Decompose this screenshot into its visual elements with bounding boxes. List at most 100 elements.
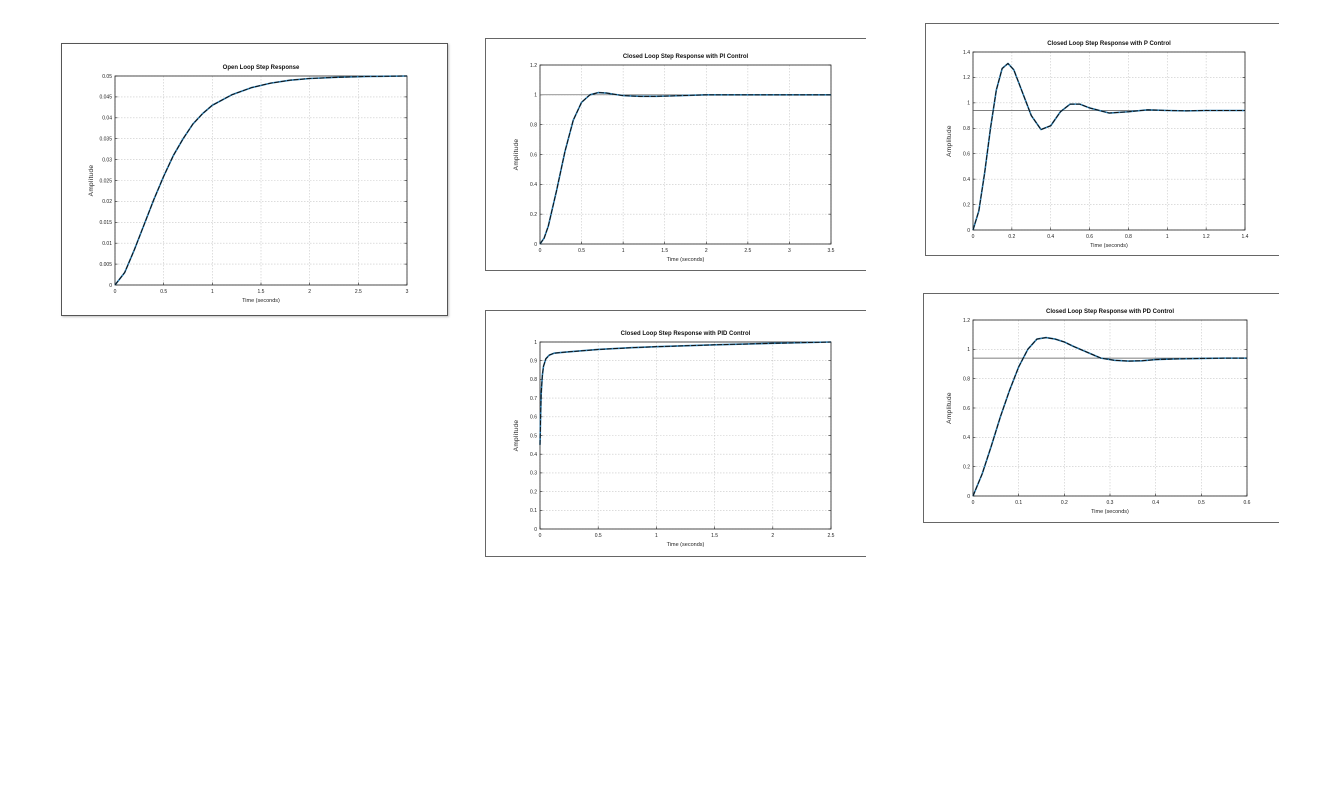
x-tick-label: 0.8 bbox=[1125, 234, 1132, 240]
plot-area-border bbox=[972, 51, 1246, 231]
y-tick-label: 0.4 bbox=[963, 177, 970, 183]
y-tick-label: 0 bbox=[967, 494, 970, 500]
x-tick-label: 0 bbox=[539, 533, 542, 539]
y-tick-label: 0.8 bbox=[963, 376, 970, 382]
x-tick-label: 2.5 bbox=[744, 248, 751, 254]
y-tick-label: 0.4 bbox=[963, 435, 970, 441]
y-tick-label: 1 bbox=[534, 340, 537, 346]
y-tick-label: 0.1 bbox=[530, 508, 537, 514]
y-tick-label: 0.4 bbox=[530, 452, 537, 458]
y-tick-label: 0.7 bbox=[530, 396, 537, 402]
y-tick-label: 1.2 bbox=[963, 75, 970, 81]
step-response-line bbox=[972, 62, 1245, 231]
y-tick-label: 0 bbox=[109, 283, 112, 289]
y-axis-label: Amplitude bbox=[513, 420, 520, 452]
y-tick-label: 0.9 bbox=[530, 359, 537, 365]
pid-control-chart-panel: 0 0.5 1 1.5 2 2.5 0 0.1 0.2 0.3 0.4 0.5 0.6 0.7 0.8 0.9… bbox=[485, 310, 866, 557]
pid-control-chart: 0 0.5 1 1.5 2 2.5 0 0.1 0.2 0.3 0.4 0.5 0.6 0.7 0.8 0.9… bbox=[513, 331, 835, 548]
x-tick-label: 2.5 bbox=[828, 533, 835, 539]
x-tick-label: 1 bbox=[655, 533, 658, 539]
y-tick-label: 0.045 bbox=[99, 95, 112, 101]
x-tick-label: 1.5 bbox=[661, 248, 668, 254]
x-tick-label: 1 bbox=[1166, 234, 1169, 240]
chart-title: Closed Loop Step Response with PD Contro… bbox=[1046, 309, 1174, 315]
x-axis-label: Time (seconds) bbox=[1091, 509, 1129, 515]
step-response-line bbox=[539, 91, 831, 245]
x-tick-label: 1.4 bbox=[1242, 234, 1249, 240]
y-tick-label: 0.6 bbox=[530, 152, 537, 158]
y-tick-label: 0.03 bbox=[102, 157, 112, 163]
y-tick-label: 0.015 bbox=[99, 220, 112, 226]
x-tick-label: 2 bbox=[308, 289, 311, 295]
y-tick-label: 0.04 bbox=[102, 116, 112, 122]
y-tick-label: 0.035 bbox=[99, 137, 112, 143]
y-axis-label: Amplitude bbox=[946, 125, 953, 157]
y-tick-label: 0.2 bbox=[530, 489, 537, 495]
y-tick-label: 1 bbox=[534, 93, 537, 99]
step-response-line-dashed bbox=[972, 62, 1245, 231]
x-tick-label: 0.5 bbox=[1198, 500, 1205, 506]
y-tick-label: 0.8 bbox=[963, 126, 970, 132]
step-response-line bbox=[539, 341, 832, 445]
step-response-line-dashed bbox=[972, 337, 1247, 497]
x-tick-label: 0 bbox=[539, 248, 542, 254]
y-tick-label: 0.5 bbox=[530, 433, 537, 439]
x-axis-label: Time (seconds) bbox=[667, 542, 705, 548]
x-axis-label: Time (seconds) bbox=[242, 298, 280, 304]
y-tick-label: 1.2 bbox=[963, 318, 970, 324]
y-tick-label: 1.2 bbox=[530, 63, 537, 69]
y-tick-label: 0.8 bbox=[530, 122, 537, 128]
x-tick-label: 0 bbox=[972, 500, 975, 506]
x-tick-label: 0.5 bbox=[578, 248, 585, 254]
x-tick-label: 3 bbox=[406, 289, 409, 295]
y-tick-label: 0.3 bbox=[530, 471, 537, 477]
step-response-line-dashed bbox=[539, 341, 832, 445]
step-response-line-dashed bbox=[539, 92, 831, 245]
x-axis-label: Time (seconds) bbox=[667, 257, 705, 263]
x-tick-label: 1.5 bbox=[711, 533, 718, 539]
x-tick-label: 0.3 bbox=[1107, 500, 1114, 506]
y-tick-label: 0.8 bbox=[530, 377, 537, 383]
y-tick-label: 0.025 bbox=[99, 178, 112, 184]
pd-control-chart: 0 0.1 0.2 0.3 0.4 0.5 0.6 0 0.2 0.4 0.6 0.8 1 1.2 Clos… bbox=[946, 309, 1251, 515]
x-tick-label: 1 bbox=[622, 248, 625, 254]
y-tick-label: 1 bbox=[967, 347, 970, 353]
x-tick-label: 0.4 bbox=[1047, 234, 1054, 240]
y-tick-label: 0.01 bbox=[102, 241, 112, 247]
step-response-line-dashed bbox=[114, 75, 408, 286]
x-tick-label: 0.2 bbox=[1061, 500, 1068, 506]
pi-control-chart: 0 0.5 1 1.5 2 2.5 3 3.5 0 0.2 0.4 0.6 0.8 1 1.2 Closed … bbox=[513, 54, 835, 263]
chart-title: Closed Loop Step Response with P Control bbox=[1047, 41, 1171, 47]
y-tick-label: 0.6 bbox=[963, 406, 970, 412]
x-tick-label: 0.5 bbox=[595, 533, 602, 539]
y-tick-label: 0.2 bbox=[963, 202, 970, 208]
y-tick-label: 1 bbox=[967, 101, 970, 107]
x-tick-label: 1.5 bbox=[258, 289, 265, 295]
x-tick-label: 0.2 bbox=[1008, 234, 1015, 240]
x-tick-label: 2 bbox=[705, 248, 708, 254]
open-loop-chart-panel: 0 0.5 1 1.5 2 2.5 3 0 0.005 0.01 0.015 0.02 0.025 0.0… bbox=[61, 43, 448, 316]
chart-title: Closed Loop Step Response with PI Contro… bbox=[623, 54, 749, 60]
x-tick-label: 0.4 bbox=[1152, 500, 1159, 506]
open-loop-chart: 0 0.5 1 1.5 2 2.5 3 0 0.005 0.01 0.015 0.02 0.025 0.0… bbox=[88, 65, 409, 304]
x-tick-label: 2 bbox=[771, 533, 774, 539]
chart-title: Closed Loop Step Response with PID Contr… bbox=[621, 331, 751, 337]
x-tick-label: 3.5 bbox=[828, 248, 835, 254]
x-tick-label: 1 bbox=[211, 289, 214, 295]
y-tick-label: 0.005 bbox=[99, 262, 112, 268]
x-tick-label: 2.5 bbox=[355, 289, 362, 295]
pi-control-chart-panel: 0 0.5 1 1.5 2 2.5 3 3.5 0 0.2 0.4 0.6 0.8 1 1.2 Closed … bbox=[485, 38, 866, 271]
y-tick-label: 0 bbox=[534, 242, 537, 248]
x-tick-label: 0 bbox=[972, 234, 975, 240]
y-tick-label: 0.2 bbox=[963, 464, 970, 470]
y-tick-label: 0.02 bbox=[102, 199, 112, 205]
y-axis-label: Amplitude bbox=[513, 139, 520, 171]
x-tick-label: 0.5 bbox=[160, 289, 167, 295]
p-control-chart-panel: 0 0.2 0.4 0.6 0.8 1 1.2 1.4 0 0.2 0.4 0.6 0.8 1 1.2 1.4… bbox=[925, 23, 1279, 256]
p-control-chart: 0 0.2 0.4 0.6 0.8 1 1.2 1.4 0 0.2 0.4 0.6 0.8 1 1.2 1.4… bbox=[946, 41, 1249, 249]
y-axis-label: Amplitude bbox=[946, 392, 953, 424]
y-tick-label: 0.6 bbox=[530, 415, 537, 421]
y-axis-label: Amplitude bbox=[88, 165, 95, 197]
y-tick-label: 0.4 bbox=[530, 182, 537, 188]
y-tick-label: 1.4 bbox=[963, 50, 970, 56]
